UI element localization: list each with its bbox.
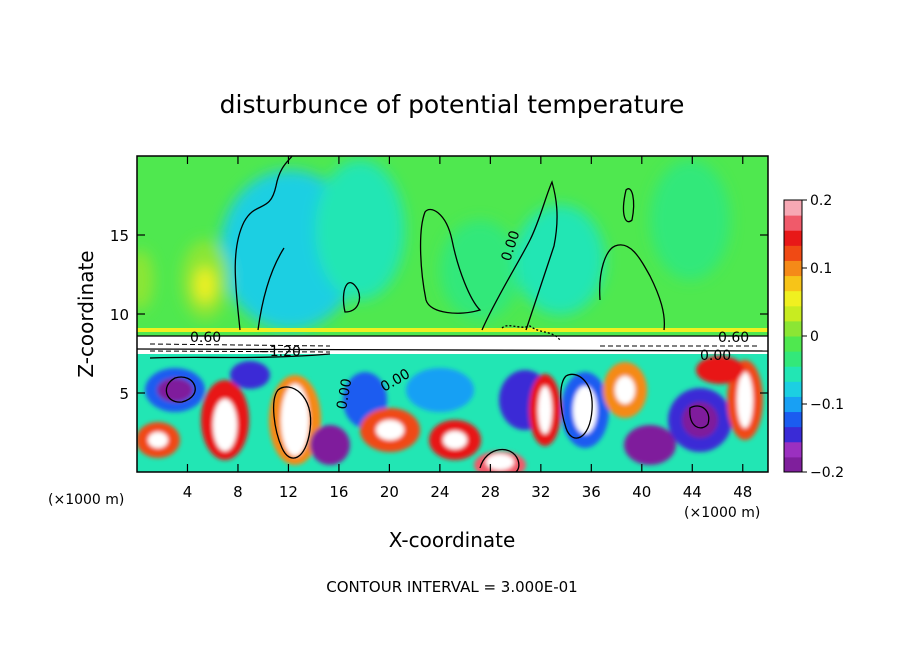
dashed-contour: [149, 350, 331, 353]
eddy: [624, 425, 676, 465]
eddy: [573, 386, 597, 434]
eddy: [213, 399, 237, 451]
eddy: [406, 368, 474, 412]
x-tick-label: 20: [380, 483, 399, 501]
eddy: [376, 420, 404, 440]
dashed-contours: [149, 343, 760, 353]
contour-line: [622, 188, 635, 223]
colorbar-tick-label: −0.2: [810, 465, 844, 481]
eddy: [281, 384, 309, 456]
contour-line: [560, 373, 593, 439]
colorbar-swatch: [784, 305, 802, 322]
contour-label: 0.00: [334, 377, 355, 410]
x-tick-label: 8: [233, 483, 243, 501]
x-axis-ticks: 4 8 12 16 20 24 28 32 36 40 44 48: [183, 156, 752, 501]
x-tick-label: 16: [329, 483, 348, 501]
contour-line: [272, 386, 312, 459]
eddy: [157, 378, 193, 402]
colorbar-tick-label: 0.2: [810, 193, 832, 209]
eddy: [230, 361, 270, 389]
eddy: [538, 386, 552, 434]
chart-title: disturbunce of potential temperature: [220, 90, 685, 119]
contour-line: [137, 348, 768, 352]
contour-line: [234, 156, 293, 331]
x-tick-label: 40: [632, 483, 651, 501]
x-tick-label: 24: [430, 483, 449, 501]
contour-interval-note: CONTOUR INTERVAL = 3.000E-01: [326, 578, 577, 596]
contour-line: [501, 325, 561, 341]
eddy: [737, 372, 753, 428]
eddy: [443, 431, 467, 449]
colorbar-tick-label: 0: [810, 329, 819, 345]
contour-line: [599, 244, 666, 331]
colorbar-tick-label: −0.1: [810, 397, 844, 413]
x-tick-label: 28: [481, 483, 500, 501]
eddy: [682, 402, 718, 438]
y-unit-label: (×1000 m): [684, 505, 760, 521]
y-axis-ticks: 5 10 15: [110, 227, 768, 403]
colorbar-swatch: [784, 351, 802, 367]
contour-line: [479, 448, 520, 472]
colorbar-swatch: [784, 456, 802, 473]
y-tick-label: 10: [110, 306, 129, 324]
colorbar-swatch: [784, 230, 802, 246]
colorbar-swatch: [784, 381, 802, 397]
contour-line: [257, 247, 285, 331]
colorbar-swatch: [784, 245, 802, 261]
contour-label: 0.00: [700, 348, 731, 364]
colorbar-swatch: [784, 215, 802, 231]
warm-patch: [195, 267, 215, 303]
colorbar-swatch: [784, 200, 802, 216]
contour-line: [689, 405, 710, 429]
y-axis-label: Z-coordinate: [74, 250, 98, 377]
colorbar-swatch: [784, 290, 802, 307]
contour-label: 0.60: [718, 330, 749, 346]
y-tick-label: 15: [110, 227, 129, 245]
colorbar-swatch: [784, 411, 802, 428]
x-axis-label: X-coordinate: [389, 528, 516, 552]
colorbar-swatch: [784, 320, 802, 337]
plot-area: 0.00 0.60 −1.20 0.60 0.00 0.00 0.00: [137, 156, 768, 472]
eddy: [310, 425, 350, 465]
x-tick-label: 4: [183, 483, 193, 501]
colorbar-swatch: [784, 441, 802, 458]
x-tick-label: 44: [683, 483, 702, 501]
y-tick-label: 5: [119, 385, 129, 403]
heatmap-upper-field: [137, 156, 768, 336]
contour-lines: [137, 156, 768, 472]
contour-line: [165, 376, 196, 403]
contour-line: [481, 180, 558, 331]
dashed-contour: [149, 343, 331, 347]
contour-line: [149, 353, 331, 359]
contour-line: [342, 282, 361, 313]
contour-line: [419, 208, 482, 314]
x-tick-label: 12: [279, 483, 298, 501]
contour-label: −1.20: [258, 344, 301, 360]
x-tick-label: 48: [733, 483, 752, 501]
heatmap-lower-field: [137, 336, 768, 472]
colorbar-tick-label: 0.1: [810, 261, 832, 277]
cool-patch: [515, 205, 605, 315]
eddy: [148, 432, 168, 448]
eddy: [696, 356, 744, 384]
x-tick-label: 32: [531, 483, 550, 501]
colorbar: [784, 200, 802, 473]
colorbar-swatch: [784, 426, 802, 443]
colorbar-ticks: 0.2 0.1 0 −0.1 −0.2: [802, 193, 844, 481]
contour-label: 0.60: [190, 330, 221, 346]
colorbar-swatch: [784, 275, 802, 292]
x-unit-label: (×1000 m): [48, 492, 124, 508]
cool-patch: [650, 160, 730, 280]
eddy: [486, 454, 514, 470]
colorbar-swatch: [784, 366, 802, 382]
colorbar-swatch: [784, 396, 802, 413]
colorbar-swatch: [784, 260, 802, 277]
inversion-band: [137, 328, 768, 332]
eddy: [615, 376, 635, 404]
cool-patch: [315, 160, 405, 300]
x-tick-label: 36: [582, 483, 601, 501]
colorbar-swatch: [784, 336, 802, 352]
warm-patch: [137, 250, 154, 310]
